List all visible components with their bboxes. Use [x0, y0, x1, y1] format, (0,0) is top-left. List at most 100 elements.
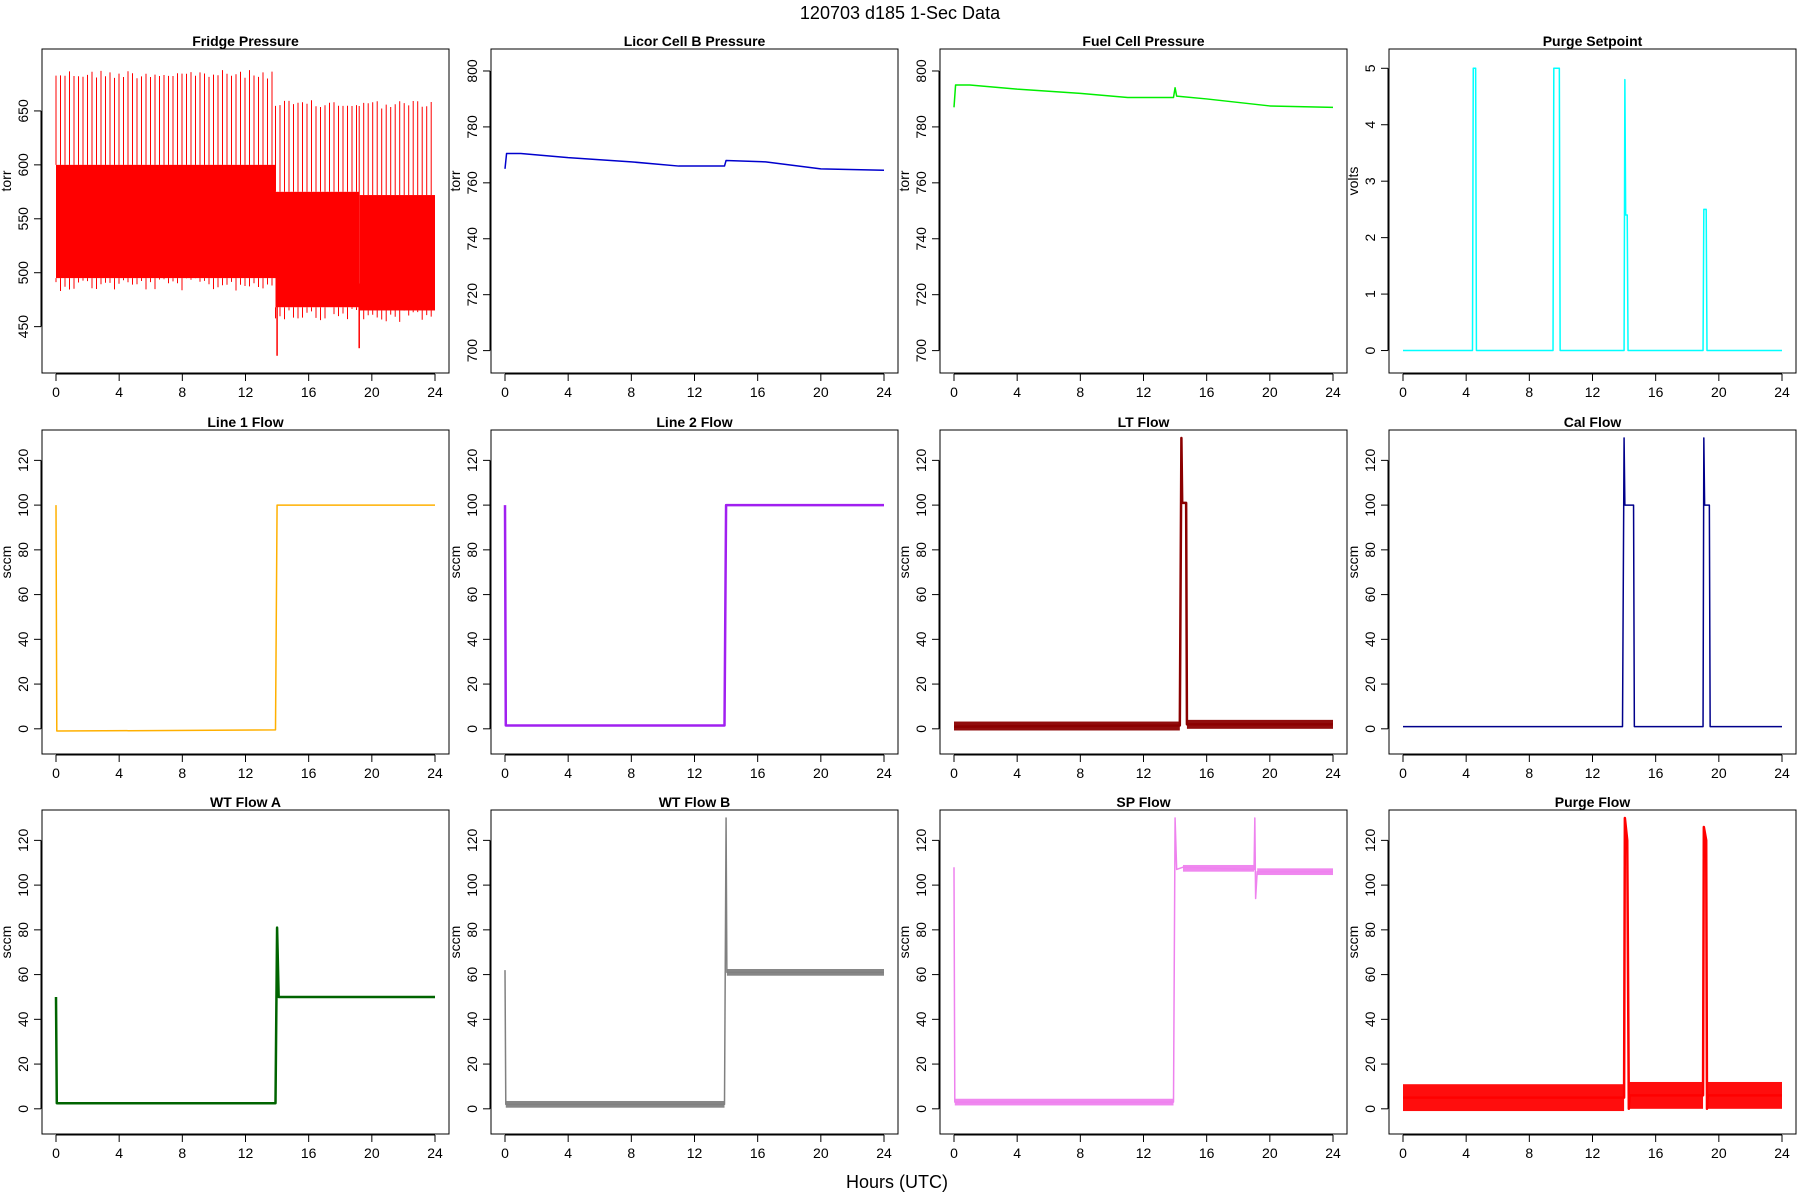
y-tick-label: 0 — [1362, 1105, 1378, 1113]
y-tick-label: 20 — [15, 676, 31, 692]
panel-title: Purge Flow — [1555, 794, 1631, 810]
x-tick-label: 12 — [238, 1145, 254, 1161]
y-axis: 0 20 40 60 80 100 120 — [1362, 828, 1389, 1113]
x-tick-label: 8 — [1525, 765, 1533, 781]
y-axis-label: sccm — [896, 926, 912, 959]
y-tick-label: 760 — [464, 171, 480, 195]
x-tick-label: 20 — [1262, 765, 1278, 781]
noise-band — [505, 1100, 725, 1108]
y-tick-label: 0 — [913, 725, 929, 733]
x-tick-label: 24 — [1325, 384, 1341, 400]
x-tick-label: 4 — [1013, 765, 1021, 781]
x-axis: 0 4 8 12 16 20 24 — [950, 1134, 1341, 1161]
panel-title: Fuel Cell Pressure — [1082, 33, 1204, 49]
panel-sp-flow: SP Flow sccm 0 4 8 12 16 20 24 0 20 40 60 80 100 120 — [896, 794, 1348, 1161]
series-line — [504, 817, 884, 1106]
y-tick-label: 100 — [15, 493, 31, 517]
y-tick-label: 100 — [1362, 493, 1378, 517]
x-tick-label: 4 — [1013, 384, 1021, 400]
noise-band — [1707, 1081, 1782, 1109]
y-tick-label: 100 — [1362, 873, 1378, 897]
x-tick-label: 12 — [238, 765, 254, 781]
y-tick-label: 60 — [913, 967, 929, 983]
y-tick-label: 100 — [464, 493, 480, 517]
x-tick-label: 16 — [750, 1145, 766, 1161]
x-tick-label: 0 — [1399, 384, 1407, 400]
plot-frame — [939, 809, 1348, 1135]
panel-cal-flow: Cal Flow sccm 0 4 8 12 16 20 24 0 20 40 60 80 100 120 — [1345, 414, 1797, 781]
x-axis: 0 4 8 12 16 20 24 — [501, 373, 892, 400]
y-axis: 700 720 740 760 780 800 — [464, 59, 491, 362]
x-tick-label: 0 — [950, 765, 958, 781]
x-tick-label: 4 — [115, 765, 123, 781]
y-tick-label: 60 — [464, 967, 480, 983]
panel-title: Cal Flow — [1564, 414, 1622, 430]
x-tick-label: 8 — [1525, 384, 1533, 400]
y-axis-label: sccm — [896, 546, 912, 579]
x-tick-label: 4 — [1462, 384, 1470, 400]
x-tick-label: 24 — [1774, 765, 1790, 781]
y-tick-label: 120 — [464, 828, 480, 852]
x-tick-label: 8 — [1525, 1145, 1533, 1161]
x-tick-label: 12 — [687, 765, 703, 781]
y-tick-label: 650 — [15, 99, 31, 123]
y-axis-label: sccm — [1345, 926, 1361, 959]
noise-band — [359, 195, 435, 311]
y-tick-label: 80 — [464, 922, 480, 938]
noise-band — [1403, 1084, 1625, 1112]
x-tick-label: 16 — [1648, 1145, 1664, 1161]
noise-band — [56, 164, 276, 279]
y-axis: 0 20 40 60 80 100 120 — [15, 828, 42, 1113]
y-axis: 0 20 40 60 80 100 120 — [464, 828, 491, 1113]
y-tick-label: 0 — [1362, 725, 1378, 733]
y-tick-label: 100 — [913, 873, 929, 897]
x-tick-label: 4 — [1462, 765, 1470, 781]
series-line — [1403, 816, 1782, 1111]
y-tick-label: 780 — [464, 115, 480, 139]
plot-frame — [1388, 809, 1797, 1135]
y-axis-label: sccm — [0, 546, 14, 579]
y-tick-label: 1 — [1362, 290, 1378, 298]
x-tick-label: 12 — [1585, 1145, 1601, 1161]
x-tick-label: 16 — [750, 765, 766, 781]
y-axis: 0 20 40 60 80 100 120 — [1362, 448, 1389, 733]
plot-frame — [490, 429, 899, 755]
y-tick-label: 80 — [1362, 542, 1378, 558]
noise-band — [1186, 719, 1333, 729]
series-line — [504, 152, 885, 171]
y-tick-label: 40 — [913, 1011, 929, 1027]
y-axis-label: torr — [447, 170, 463, 191]
figure-title: 120703 d185 1-Sec Data — [800, 3, 1001, 23]
plot-frame — [939, 48, 1348, 374]
y-axis: 0 20 40 60 80 100 120 — [464, 448, 491, 733]
x-tick-label: 12 — [1585, 384, 1601, 400]
x-tick-label: 4 — [1462, 1145, 1470, 1161]
plot-frame — [939, 429, 1348, 755]
y-tick-label: 60 — [913, 587, 929, 603]
y-tick-label: 60 — [15, 967, 31, 983]
y-tick-label: 780 — [913, 115, 929, 139]
x-tick-label: 0 — [52, 384, 60, 400]
x-tick-label: 4 — [564, 384, 572, 400]
spike-lines — [275, 100, 357, 321]
x-tick-label: 4 — [1013, 1145, 1021, 1161]
y-tick-label: 100 — [913, 493, 929, 517]
noise-band — [954, 1098, 1174, 1106]
x-axis: 0 4 8 12 16 20 24 — [52, 373, 443, 400]
plot-frame — [41, 809, 450, 1135]
y-tick-label: 450 — [15, 315, 31, 339]
y-tick-label: 40 — [464, 1011, 480, 1027]
x-tick-label: 16 — [1199, 1145, 1215, 1161]
panel-title: Fridge Pressure — [192, 33, 299, 49]
plot-frame — [1388, 429, 1797, 755]
y-axis-label: volts — [1345, 167, 1361, 196]
noise-band — [726, 969, 884, 976]
series-line — [953, 436, 1333, 728]
y-axis-label: sccm — [1345, 546, 1361, 579]
y-tick-label: 120 — [15, 448, 31, 472]
x-tick-label: 0 — [52, 765, 60, 781]
x-tick-label: 20 — [364, 1145, 380, 1161]
